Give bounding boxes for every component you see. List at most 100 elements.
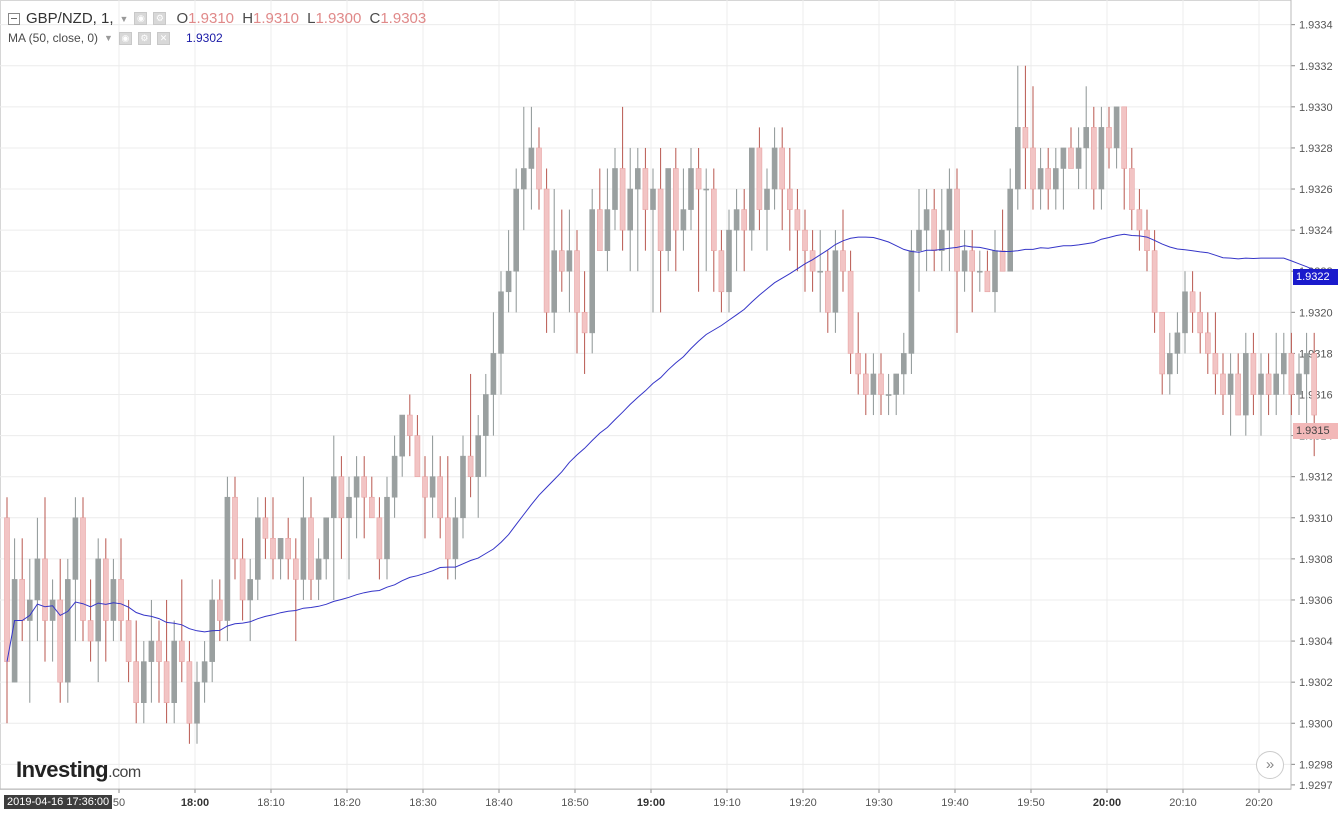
candle-body[interactable] [1007, 188, 1014, 272]
candle-body[interactable] [399, 414, 406, 457]
candle-body[interactable] [1235, 373, 1241, 416]
candle-body[interactable] [1098, 127, 1105, 190]
candle-body[interactable] [718, 250, 725, 293]
candle-body[interactable] [612, 168, 618, 210]
candle-body[interactable] [946, 188, 953, 231]
candle-body[interactable] [26, 599, 33, 621]
candle-body[interactable] [786, 188, 793, 210]
candle-body[interactable] [1113, 106, 1120, 149]
candle-body[interactable] [703, 188, 710, 191]
candle-body[interactable] [870, 373, 877, 395]
candle-body[interactable] [1091, 127, 1097, 190]
candle-body[interactable] [475, 435, 482, 477]
candle-body[interactable] [1296, 373, 1302, 395]
candle-body[interactable] [467, 455, 474, 477]
candle-body[interactable] [376, 517, 383, 560]
candle-body[interactable] [414, 435, 421, 477]
candle-body[interactable] [764, 188, 770, 210]
candle-body[interactable] [1022, 127, 1029, 149]
candle-body[interactable] [1281, 353, 1287, 375]
candle-body[interactable] [1273, 373, 1279, 395]
candle-body[interactable] [1189, 291, 1196, 313]
candle-body[interactable] [1288, 353, 1295, 395]
candle-body[interactable] [589, 209, 596, 334]
candle-body[interactable] [186, 661, 193, 724]
candle-body[interactable] [87, 620, 94, 642]
candle-body[interactable] [1311, 353, 1317, 416]
candle-body[interactable] [558, 250, 565, 272]
candle-body[interactable] [855, 353, 862, 375]
candle-body[interactable] [1129, 168, 1135, 210]
candle-body[interactable] [1258, 373, 1264, 395]
candle-body[interactable] [748, 147, 755, 231]
eye-icon[interactable]: ◉ [134, 12, 148, 25]
candle-body[interactable] [452, 517, 459, 560]
gear-icon[interactable]: ⚙ [137, 31, 151, 45]
candle-body[interactable] [255, 517, 261, 580]
candle-body[interactable] [566, 250, 573, 272]
candle-body[interactable] [862, 373, 869, 395]
candle-body[interactable] [338, 476, 345, 519]
candle-body[interactable] [224, 496, 231, 621]
candle-body[interactable] [460, 455, 466, 519]
candle-body[interactable] [323, 517, 330, 560]
chevron-down-icon[interactable]: ▼ [104, 33, 113, 43]
candle-body[interactable] [1053, 168, 1059, 190]
candle-body[interactable] [771, 147, 778, 190]
candle-body[interactable] [1121, 106, 1127, 169]
candle-body[interactable] [391, 455, 398, 498]
gear-icon[interactable]: ⚙ [153, 12, 167, 25]
candle-body[interactable] [931, 209, 938, 251]
candle-body[interactable] [11, 579, 18, 683]
candle-body[interactable] [490, 353, 497, 395]
candle-body[interactable] [406, 414, 413, 436]
scroll-to-realtime-button[interactable]: » [1256, 751, 1284, 779]
candle-body[interactable] [179, 640, 185, 662]
candle-body[interactable] [308, 517, 314, 580]
candle-body[interactable] [498, 291, 504, 354]
candle-body[interactable] [80, 517, 86, 621]
candle-body[interactable] [969, 250, 976, 272]
candle-body[interactable] [1250, 353, 1257, 395]
candle-body[interactable] [551, 250, 558, 313]
candle-body[interactable] [650, 188, 656, 210]
candle-body[interactable] [878, 373, 884, 395]
candle-body[interactable] [672, 168, 679, 231]
candle-body[interactable] [916, 229, 922, 251]
candle-body[interactable] [133, 661, 139, 704]
candle-body[interactable] [262, 517, 269, 539]
candle-body[interactable] [741, 209, 748, 231]
candle-body[interactable] [444, 517, 451, 560]
candle-body[interactable] [619, 168, 626, 231]
candle-body[interactable] [1167, 353, 1173, 375]
candle-body[interactable] [1227, 373, 1234, 395]
candle-body[interactable] [292, 558, 299, 580]
candle-body[interactable] [346, 496, 352, 519]
candle-body[interactable] [422, 476, 428, 498]
candle-body[interactable] [437, 476, 444, 519]
candle-body[interactable] [1182, 291, 1188, 334]
candle-body[interactable] [581, 312, 588, 334]
candle-body[interactable] [1303, 353, 1310, 375]
candle-body[interactable] [847, 270, 854, 354]
candle-body[interactable] [543, 188, 550, 313]
candle-body[interactable] [239, 558, 246, 601]
candle-body[interactable] [961, 250, 968, 272]
candle-body[interactable] [384, 496, 390, 560]
candle-body[interactable] [156, 640, 162, 662]
candle-body[interactable] [34, 558, 41, 601]
candle-body[interactable] [604, 209, 611, 251]
candle-body[interactable] [938, 229, 945, 251]
candle-body[interactable] [277, 538, 284, 560]
candle-body[interactable] [1159, 312, 1165, 375]
candle-body[interactable] [908, 250, 915, 354]
candle-body[interactable] [900, 353, 907, 375]
candle-body[interactable] [361, 476, 368, 498]
candle-body[interactable] [840, 250, 846, 272]
candle-body[interactable] [171, 640, 177, 704]
candle-body[interactable] [42, 558, 48, 621]
candle-body[interactable] [217, 599, 223, 621]
candle-body[interactable] [110, 579, 117, 621]
candle-body[interactable] [1083, 127, 1089, 149]
candle-body[interactable] [201, 661, 208, 683]
